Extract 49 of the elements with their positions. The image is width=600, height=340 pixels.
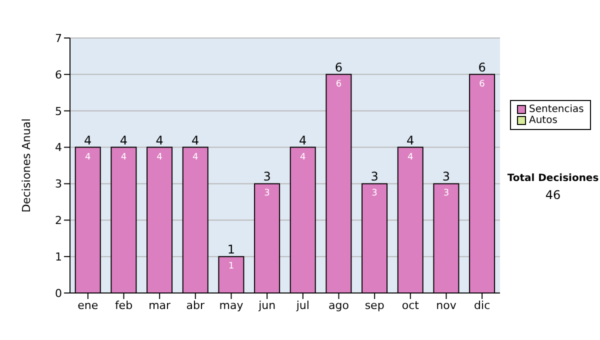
total-label: 4: [406, 133, 414, 148]
total-label: 1: [227, 242, 236, 257]
y-tick-label: 5: [55, 104, 62, 118]
data-label: 6: [336, 79, 342, 90]
data-label: 4: [192, 152, 199, 162]
data-label: 4: [156, 152, 163, 162]
x-tick-label: jul: [295, 298, 310, 312]
data-label: 4: [300, 152, 306, 162]
x-tick-label: feb: [114, 298, 133, 312]
data-label: 3: [443, 188, 450, 199]
y-axis-title: Decisiones Anual: [20, 118, 33, 213]
total-label: 3: [442, 170, 450, 184]
y-tick-label: 2: [55, 214, 62, 228]
total-label: 4: [120, 133, 128, 148]
x-tick-label: ene: [78, 298, 98, 312]
data-label: 6: [479, 79, 486, 90]
x-tick-label: abr: [186, 298, 206, 312]
y-tick-label: 7: [55, 32, 62, 45]
y-tick-label: 3: [55, 178, 62, 191]
x-tick-label: ago: [328, 298, 350, 312]
text: Total Decisiones: [506, 173, 600, 184]
total-label: 6: [478, 60, 486, 74]
total-label: 4: [156, 133, 164, 148]
y-tick-label: 4: [55, 141, 62, 154]
data-label: 4: [85, 152, 92, 162]
total-label: 4: [192, 133, 200, 148]
legend-label: Autos: [529, 115, 558, 126]
data-label: 4: [408, 152, 414, 162]
total-label: 4: [299, 133, 307, 148]
data-label: 3: [372, 188, 378, 199]
legend-label: Sentencias: [529, 104, 584, 115]
total-label: 3: [263, 170, 271, 184]
total-label: 3: [370, 170, 378, 184]
data-label: 4: [120, 152, 127, 162]
x-tick-label: dic: [474, 298, 490, 312]
y-tick-label: 6: [55, 68, 62, 82]
x-tick-label: oct: [402, 298, 420, 312]
y-tick-label: 1: [55, 250, 62, 264]
x-tick-label: nov: [436, 298, 457, 312]
data-label: 1: [228, 262, 234, 272]
y-tick-label: 0: [55, 286, 62, 300]
total-label: 4: [84, 133, 92, 148]
x-tick-label: sep: [364, 298, 384, 312]
x-tick-label: mar: [148, 298, 172, 312]
data-label: 3: [264, 188, 270, 199]
x-tick-label: may: [219, 298, 244, 312]
text: 46: [544, 188, 562, 202]
total-label: 6: [334, 60, 343, 74]
x-tick-label: jun: [258, 298, 276, 312]
